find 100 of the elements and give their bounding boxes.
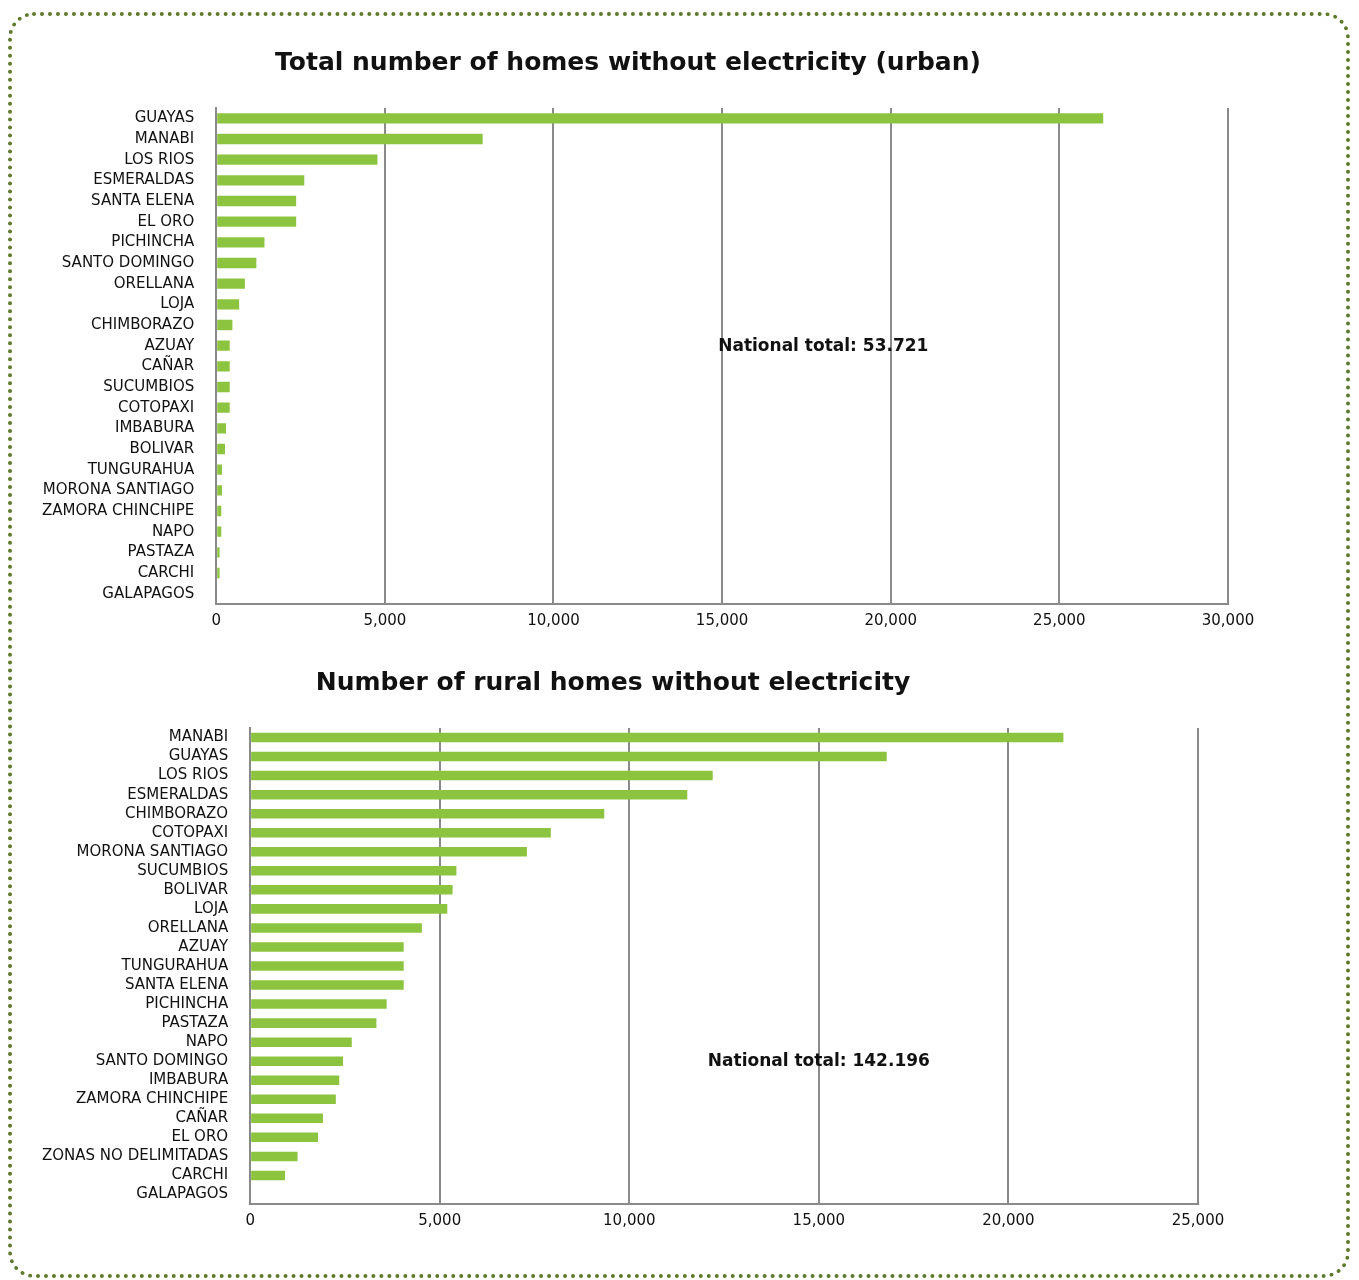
y-tick-label: NAPO: [185, 1032, 229, 1051]
y-tick-label: ESMERALDAS: [127, 784, 229, 803]
bar: [217, 464, 222, 475]
y-tick-label: CHIMBORAZO: [125, 803, 229, 822]
bar: [217, 133, 483, 145]
y-tick-label: CAÑAR: [175, 1107, 229, 1127]
bar: [217, 381, 230, 393]
x-tick-label: 5,000: [418, 1210, 462, 1229]
y-tick-label: GALAPAGOS: [136, 1184, 229, 1203]
bar: [217, 257, 257, 269]
y-tick-label: MANABI: [168, 727, 229, 746]
annotation: National total: 53.721: [718, 334, 929, 355]
bar: [217, 340, 230, 351]
y-tick-label: PICHINCHA: [145, 993, 229, 1012]
y-tick-label: AZUAY: [144, 335, 196, 354]
y-tick-label: SANTO DOMINGO: [95, 1051, 229, 1070]
bar: [251, 732, 1064, 743]
bar: [251, 808, 605, 819]
y-tick-label: AZUAY: [178, 936, 229, 955]
bar: [251, 1094, 336, 1105]
y-tick-label: CARCHI: [171, 1165, 229, 1184]
y-tick-label: EL ORO: [137, 211, 195, 230]
bar: [251, 1018, 377, 1028]
y-tick-label: PICHINCHA: [111, 232, 195, 251]
y-tick-label: GALAPAGOS: [102, 583, 195, 602]
x-tick-label: 25,000: [1171, 1210, 1225, 1229]
y-tick-label: SANTO DOMINGO: [61, 252, 195, 271]
y-tick-label: ORELLANA: [147, 917, 229, 936]
y-tick-label: CARCHI: [137, 562, 195, 581]
bar: [217, 423, 227, 434]
y-tick-label: LOJA: [194, 898, 229, 917]
x-tick-label: 15,000: [695, 610, 749, 629]
x-tick-label: 15,000: [792, 1210, 846, 1229]
x-tick-label: 25,000: [1033, 610, 1086, 629]
y-tick-label: COTOPAXI: [151, 822, 229, 841]
bar: [251, 789, 688, 800]
y-tick-label: MORONA SANTIAGO: [76, 841, 229, 860]
y-tick-label: LOJA: [160, 294, 195, 313]
bar: [217, 299, 240, 310]
y-tick-label: PASTAZA: [161, 1013, 229, 1032]
y-tick-label: GUAYAS: [134, 108, 195, 127]
y-tick-label: TUNGURAHUA: [86, 459, 195, 478]
x-tick-label: 0: [245, 1210, 255, 1229]
y-tick-label: CHIMBORAZO: [91, 314, 195, 333]
bar: [251, 847, 527, 857]
y-tick-label: MANABI: [134, 128, 195, 147]
bar: [251, 1075, 340, 1085]
y-tick-label: CAÑAR: [141, 355, 195, 375]
y-tick-label: ESMERALDAS: [93, 170, 195, 189]
bar: [251, 923, 422, 933]
bar: [217, 485, 222, 496]
x-tick-label: 10,000: [527, 610, 580, 629]
bar: [217, 402, 230, 413]
bar: [217, 547, 220, 558]
bar: [251, 980, 404, 990]
y-tick-label: SANTA ELENA: [125, 974, 229, 993]
bar: [217, 319, 233, 331]
bar: [251, 942, 404, 952]
bar: [251, 1113, 323, 1124]
bar: [251, 827, 551, 838]
y-tick-label: IMBABURA: [148, 1070, 229, 1089]
y-tick-label: BOLIVAR: [163, 879, 229, 898]
y-tick-label: ZAMORA CHINCHIPE: [75, 1089, 229, 1108]
y-tick-label: NAPO: [151, 521, 195, 540]
bar: [217, 237, 265, 248]
bar: [251, 904, 448, 914]
y-tick-label: BOLIVAR: [129, 438, 195, 457]
y-tick-label: ZAMORA CHINCHIPE: [41, 500, 195, 519]
y-tick-label: EL ORO: [171, 1127, 229, 1146]
bar: [251, 1056, 344, 1066]
y-tick-label: SUCUMBIOS: [103, 376, 195, 395]
chart-title: Number of rural homes without electricity: [315, 666, 911, 696]
x-tick-label: 10,000: [603, 1210, 656, 1229]
bar: [251, 885, 453, 895]
bar: [251, 751, 887, 762]
bar: [251, 1037, 352, 1047]
bar: [217, 361, 230, 372]
x-tick-label: 20,000: [982, 1210, 1035, 1229]
y-tick-label: PASTAZA: [127, 542, 195, 561]
y-tick-label: ZONAS NO DELIMITADAS: [42, 1146, 229, 1165]
y-tick-label: MORONA SANTIAGO: [42, 480, 195, 499]
bar: [251, 999, 387, 1009]
x-tick-label: 5,000: [363, 610, 407, 629]
bar: [251, 961, 404, 971]
y-tick-label: IMBABURA: [114, 418, 195, 437]
bar: [217, 216, 297, 227]
y-tick-label: SUCUMBIOS: [137, 860, 229, 879]
bar: [217, 113, 1104, 124]
chart-title: Total number of homes without electricity (urban): [275, 46, 981, 76]
bar: [217, 154, 378, 165]
y-tick-label: ORELLANA: [113, 273, 195, 292]
bar: [251, 1132, 319, 1143]
bar: [251, 1170, 286, 1181]
bar: [251, 1151, 298, 1162]
bar: [217, 567, 220, 579]
y-tick-label: LOS RIOS: [158, 765, 229, 784]
y-tick-label: LOS RIOS: [124, 149, 195, 168]
y-tick-label: GUAYAS: [168, 746, 229, 765]
bar: [251, 866, 457, 876]
bar: [251, 770, 713, 781]
